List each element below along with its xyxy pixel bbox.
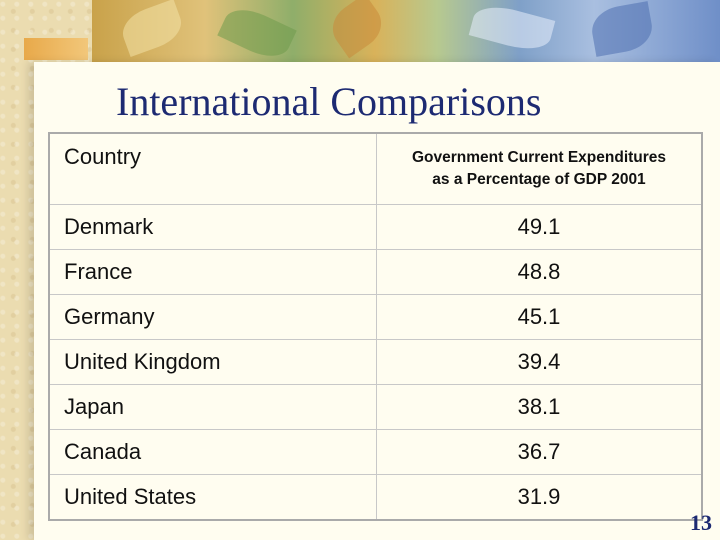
country-cell: Germany bbox=[48, 294, 377, 340]
comparison-table: Country Government Current Expenditures … bbox=[48, 132, 703, 521]
value-cell: 39.4 bbox=[376, 339, 703, 385]
decorative-banner bbox=[92, 0, 720, 62]
country-cell: Japan bbox=[48, 384, 377, 430]
accent-bar bbox=[24, 38, 88, 60]
value-cell: 36.7 bbox=[376, 429, 703, 475]
header-country: Country bbox=[48, 132, 377, 205]
header-metric-line2: as a Percentage of GDP 2001 bbox=[432, 171, 646, 188]
value-cell: 38.1 bbox=[376, 384, 703, 430]
country-cell: United Kingdom bbox=[48, 339, 377, 385]
table-row: France 48.8 bbox=[48, 249, 703, 295]
country-cell: United States bbox=[48, 474, 377, 521]
table-row: Germany 45.1 bbox=[48, 294, 703, 340]
leaf-decoration bbox=[468, 0, 556, 56]
value-cell: 49.1 bbox=[376, 204, 703, 250]
header-metric: Government Current Expenditures as a Per… bbox=[376, 132, 703, 205]
country-cell: Denmark bbox=[48, 204, 377, 250]
leaf-decoration bbox=[116, 0, 188, 58]
leaf-decoration bbox=[588, 1, 656, 57]
value-cell: 31.9 bbox=[376, 474, 703, 521]
leaf-decoration bbox=[217, 0, 297, 62]
table-row: United States 31.9 bbox=[48, 474, 703, 521]
header-metric-line1: Government Current Expenditures bbox=[411, 149, 667, 166]
slide-title: International Comparisons bbox=[116, 79, 542, 124]
table-row: Denmark 49.1 bbox=[48, 204, 703, 250]
country-cell: France bbox=[48, 249, 377, 295]
table-header-row: Country Government Current Expenditures … bbox=[48, 132, 703, 205]
page-number: 13 bbox=[690, 510, 712, 535]
leaf-decoration bbox=[323, 0, 391, 59]
table-row: Canada 36.7 bbox=[48, 429, 703, 475]
table-row: United Kingdom 39.4 bbox=[48, 339, 703, 385]
value-cell: 48.8 bbox=[376, 249, 703, 295]
country-cell: Canada bbox=[48, 429, 377, 475]
value-cell: 45.1 bbox=[376, 294, 703, 340]
table-row: Japan 38.1 bbox=[48, 384, 703, 430]
